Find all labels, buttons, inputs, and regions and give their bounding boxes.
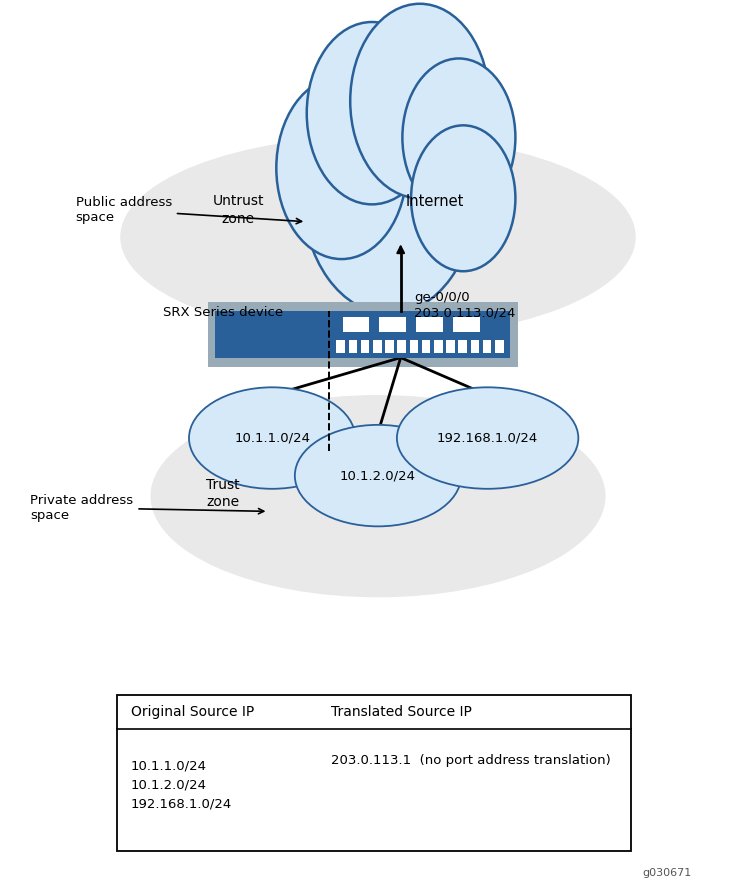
FancyBboxPatch shape [336,340,345,353]
Ellipse shape [121,137,635,337]
Ellipse shape [402,58,516,216]
FancyBboxPatch shape [446,340,455,353]
Text: Untrust
zone: Untrust zone [212,194,264,226]
Text: SRX Series device: SRX Series device [163,306,283,319]
Ellipse shape [295,425,461,527]
Text: Translated Source IP: Translated Source IP [331,704,472,719]
Text: 10.1.1.0/24
10.1.2.0/24
192.168.1.0/24: 10.1.1.0/24 10.1.2.0/24 192.168.1.0/24 [131,760,232,811]
FancyBboxPatch shape [373,340,382,353]
FancyBboxPatch shape [386,340,394,353]
Ellipse shape [302,71,476,314]
Text: Internet: Internet [405,194,464,208]
FancyBboxPatch shape [483,340,491,353]
FancyBboxPatch shape [434,340,442,353]
FancyBboxPatch shape [398,340,406,353]
Text: 10.1.2.0/24: 10.1.2.0/24 [340,469,416,482]
Text: 203.0.113.1  (no port address translation): 203.0.113.1 (no port address translation… [331,754,611,767]
Text: Trust
zone: Trust zone [206,477,240,510]
Text: 192.168.1.0/24: 192.168.1.0/24 [437,432,538,444]
Ellipse shape [397,387,578,489]
FancyBboxPatch shape [215,311,510,358]
Text: Original Source IP: Original Source IP [131,704,254,719]
FancyBboxPatch shape [417,317,443,332]
Text: Private address
space: Private address space [30,493,264,522]
FancyBboxPatch shape [208,302,518,367]
FancyBboxPatch shape [458,340,467,353]
FancyBboxPatch shape [422,340,430,353]
FancyBboxPatch shape [380,317,406,332]
FancyBboxPatch shape [410,340,418,353]
FancyBboxPatch shape [471,340,479,353]
FancyBboxPatch shape [453,317,480,332]
FancyBboxPatch shape [342,317,369,332]
Ellipse shape [189,387,355,489]
Ellipse shape [151,396,605,596]
FancyBboxPatch shape [117,695,631,851]
FancyBboxPatch shape [495,340,503,353]
Ellipse shape [350,4,489,198]
FancyBboxPatch shape [361,340,370,353]
FancyBboxPatch shape [349,340,357,353]
Ellipse shape [276,77,407,259]
Text: Public address
space: Public address space [76,196,302,224]
Text: ge-0/0/0
203.0.113.0/24: ge-0/0/0 203.0.113.0/24 [414,291,516,319]
Ellipse shape [411,125,516,271]
Ellipse shape [307,22,437,205]
Text: g030671: g030671 [643,868,692,878]
Text: 10.1.1.0/24: 10.1.1.0/24 [234,432,310,444]
